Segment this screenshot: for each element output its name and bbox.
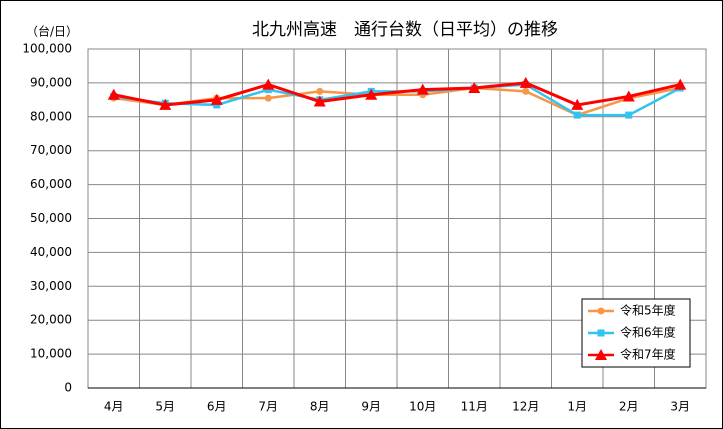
point (264, 94, 272, 102)
y-tick-label: 0 (64, 381, 72, 395)
x-tick-label: 1月 (567, 400, 587, 414)
point (522, 87, 530, 95)
y-tick-label: 20,000 (30, 313, 72, 327)
y-tick-label: 60,000 (30, 177, 72, 191)
y-tick-label: 40,000 (30, 245, 72, 259)
x-tick-label: 11月 (461, 400, 488, 414)
x-tick-label: 8月 (310, 400, 330, 414)
y-tick-label: 90,000 (30, 75, 72, 89)
point (571, 98, 584, 110)
x-tick-label: 4月 (104, 400, 124, 414)
y-axis-label: （台/日） (26, 24, 78, 39)
y-tick-label: 50,000 (30, 211, 72, 225)
point (573, 111, 581, 119)
x-tick-label: 6月 (207, 400, 227, 414)
point (210, 93, 223, 105)
y-tick-label: 80,000 (30, 109, 72, 123)
y-tick-label: 10,000 (30, 347, 72, 361)
y-tick-label: 30,000 (30, 279, 72, 293)
point (416, 83, 429, 95)
point (468, 81, 481, 93)
x-tick-label: 5月 (155, 400, 175, 414)
point (365, 88, 378, 100)
point (213, 101, 221, 109)
point (107, 88, 120, 100)
y-tick-label: 100,000 (22, 42, 72, 56)
x-tick-label: 9月 (361, 400, 381, 414)
point (597, 329, 605, 337)
point (316, 87, 324, 95)
point (264, 86, 272, 94)
x-tick-label: 2月 (619, 400, 639, 414)
point (313, 95, 326, 107)
x-tick-label: 3月 (670, 400, 690, 414)
point (159, 98, 172, 110)
y-tick-label: 70,000 (30, 143, 72, 157)
x-tick-label: 10月 (409, 400, 436, 414)
legend-label: 令和7年度 (620, 347, 676, 362)
x-tick-label: 12月 (512, 400, 539, 414)
chart-title: 北九州高速 通行台数（日平均）の推移 (252, 20, 558, 40)
point (622, 90, 635, 102)
point (597, 307, 605, 315)
point (519, 76, 532, 88)
point (262, 78, 275, 90)
legend-label: 令和5年度 (620, 303, 676, 318)
x-tick-label: 7月 (258, 400, 278, 414)
series-line (113, 81, 681, 107)
point (625, 111, 633, 119)
point (674, 78, 687, 90)
point (595, 349, 607, 360)
legend-label: 令和6年度 (620, 325, 676, 340)
